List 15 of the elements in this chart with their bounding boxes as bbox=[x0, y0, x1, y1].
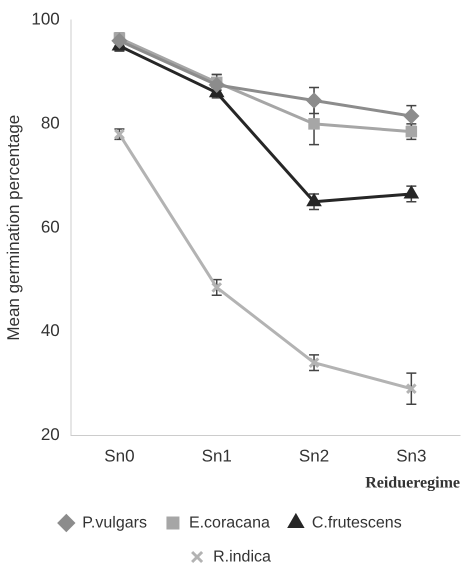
y-tick-label: 40 bbox=[40, 321, 60, 340]
x-tick-label: Sn0 bbox=[104, 446, 135, 466]
legend-label: C.frutescens bbox=[312, 514, 402, 532]
legend-label: R.indica bbox=[213, 548, 272, 566]
x-tick-label: Sn2 bbox=[298, 446, 330, 466]
y-axis-title: Mean germination percentage bbox=[4, 114, 23, 341]
x-axis-title: Reidueregime bbox=[365, 474, 460, 492]
y-tick-label: 80 bbox=[40, 114, 60, 133]
legend-label: P.vulgars bbox=[82, 514, 147, 532]
y-tick-label: 20 bbox=[40, 425, 60, 444]
x-tick-label: Sn3 bbox=[396, 446, 426, 466]
y-tick-label: 100 bbox=[31, 10, 60, 29]
y-tick-label: 60 bbox=[40, 217, 60, 236]
x-tick-label: Sn1 bbox=[202, 446, 232, 466]
legend-label: E.coracana bbox=[188, 514, 270, 532]
